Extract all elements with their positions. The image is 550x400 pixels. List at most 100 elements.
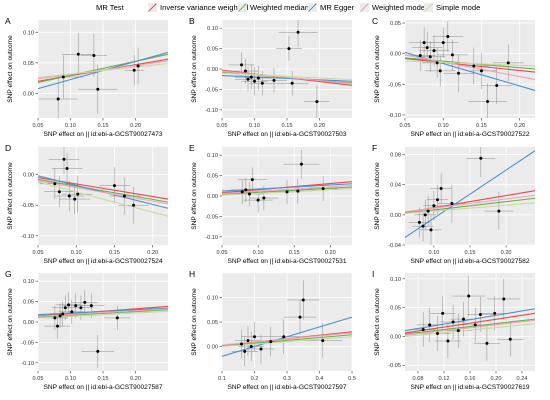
- legend-item-weighted-mode: Weighted mode: [360, 3, 425, 12]
- regression-line-weighted-mode: [37, 60, 169, 80]
- y-tick-label: -0.10: [21, 361, 34, 367]
- x-axis-label: SNP effect on || id:ebi-a-GCST90027503: [227, 131, 346, 138]
- panel-label: E: [189, 143, 195, 153]
- data-point: [315, 100, 319, 104]
- plot-background: [405, 20, 535, 118]
- regression-line-simple-mode: [404, 60, 536, 67]
- x-tick-label: 0.20: [314, 123, 325, 129]
- x-axis-label: SNP effect on || id:ebi-a-GCST90027582: [410, 258, 529, 265]
- data-point: [446, 339, 450, 343]
- y-axis-label: SNP effect on outcome: [7, 162, 14, 230]
- data-point: [243, 69, 247, 73]
- x-tick-label: 0.15: [98, 376, 109, 382]
- y-tick-label: -0.05: [205, 214, 218, 220]
- data-point: [457, 71, 461, 75]
- x-tick-label: 0.20: [491, 376, 502, 382]
- data-point: [428, 55, 432, 59]
- regression-line-mr-egger: [221, 183, 353, 192]
- data-point: [256, 76, 260, 80]
- data-point: [272, 78, 276, 82]
- data-point: [53, 182, 57, 186]
- y-tick-label: -0.05: [21, 203, 34, 209]
- x-tick-label: 0.05: [400, 123, 411, 129]
- data-point: [240, 342, 243, 346]
- data-point: [56, 97, 60, 101]
- data-point: [132, 203, 136, 207]
- regression-line-simple-mode: [37, 181, 169, 217]
- y-tick-label: 0.10: [390, 277, 401, 283]
- data-point: [473, 323, 477, 327]
- legend-item-simple-mode: Simple mode: [424, 3, 480, 12]
- panel-label: F: [372, 143, 377, 153]
- panel-e: E 0.05 0.10 0.15 0.20 -0.10 -0.05 0.00 0.05 0.10 S…: [189, 143, 353, 265]
- data-point: [423, 213, 427, 217]
- legend-label: Simple mode: [436, 3, 481, 12]
- x-tick-label: 0.20: [501, 250, 512, 256]
- data-point: [298, 315, 302, 319]
- x-tick-label: 0.24: [517, 376, 528, 382]
- legend-swatch: [308, 3, 317, 12]
- y-tick-label: 0.00: [23, 320, 34, 326]
- data-point: [83, 300, 87, 304]
- x-tick-label: 0.05: [33, 123, 44, 129]
- x-tick-label: 0.15: [476, 123, 487, 129]
- data-point: [260, 81, 264, 85]
- x-tick-label: 0.12: [439, 376, 450, 382]
- panel-label: C: [372, 16, 378, 26]
- data-point: [426, 209, 430, 213]
- panel-b: B 0.05 0.10 0.15 0.20 -0.10 -0.05 0.00 0.05 0.10 S…: [189, 16, 353, 138]
- data-point: [240, 63, 243, 67]
- data-point: [259, 347, 263, 351]
- y-axis-label: SNP effect on outcome: [7, 35, 14, 103]
- y-tick-label: 0.04: [390, 183, 401, 189]
- legend-item-inverse-variance-weighted: Inverse variance weighted: [148, 3, 248, 12]
- legend-label: Weighted mode: [372, 3, 426, 12]
- x-tick-label: 0.10: [65, 123, 76, 129]
- y-tick-label: 0.10: [23, 279, 34, 285]
- x-tick-label: 0.05: [33, 250, 44, 256]
- regression-line-weighted-median: [221, 334, 353, 347]
- x-tick-label: 0.05: [217, 250, 228, 256]
- legend-label: Weighted median: [250, 3, 309, 12]
- data-point: [253, 79, 256, 83]
- regression-line-mr-egger: [221, 74, 353, 82]
- data-point: [256, 198, 260, 202]
- data-point: [89, 304, 93, 308]
- data-point: [495, 84, 499, 88]
- data-point: [485, 341, 489, 345]
- y-tick-label: 0.08: [390, 153, 401, 159]
- regression-line-mr-egger: [37, 307, 169, 316]
- x-axis-label: SNP effect on || id:ebi-a-GCST90027473: [43, 131, 162, 138]
- data-point: [506, 61, 510, 65]
- panel-c: C 0.05 0.10 0.15 0.20 -0.10 -0.05 0.00 0.05 SNP e…: [372, 16, 536, 138]
- data-point: [244, 188, 248, 192]
- data-point: [432, 204, 436, 208]
- data-point: [321, 187, 325, 191]
- y-tick-label: -0.10: [21, 234, 34, 240]
- legend-swatch: [360, 3, 369, 12]
- data-point: [446, 35, 450, 39]
- data-point: [301, 298, 305, 302]
- y-axis-label: SNP effect on outcome: [374, 35, 381, 103]
- regression-line-mr-egger: [404, 308, 536, 332]
- data-point: [478, 313, 482, 317]
- data-point: [441, 41, 445, 45]
- regression-line-weighted-mode: [37, 180, 169, 205]
- y-tick-label: -0.05: [388, 363, 401, 369]
- x-tick-label: 0.2: [251, 376, 259, 382]
- data-point: [92, 54, 96, 58]
- x-tick-label: 0.16: [465, 376, 476, 382]
- panel-label: D: [5, 143, 11, 153]
- x-tick-label: 0.20: [130, 123, 141, 129]
- y-axis-label: SNP effect on outcome: [374, 162, 381, 230]
- panel-d: D 0.05 0.10 0.15 0.20 -0.10 -0.05 0.00 SNP effec…: [5, 143, 169, 265]
- data-point: [422, 41, 426, 45]
- data-point: [74, 304, 78, 308]
- data-point: [122, 194, 126, 198]
- data-point: [79, 306, 83, 310]
- data-point: [240, 190, 244, 194]
- x-axis-label: SNP effect on || id:ebi-a-GCST90027522: [410, 131, 529, 138]
- data-point: [436, 198, 439, 202]
- x-tick-label: 0.15: [282, 123, 293, 129]
- regression-line-simple-mode: [221, 336, 353, 348]
